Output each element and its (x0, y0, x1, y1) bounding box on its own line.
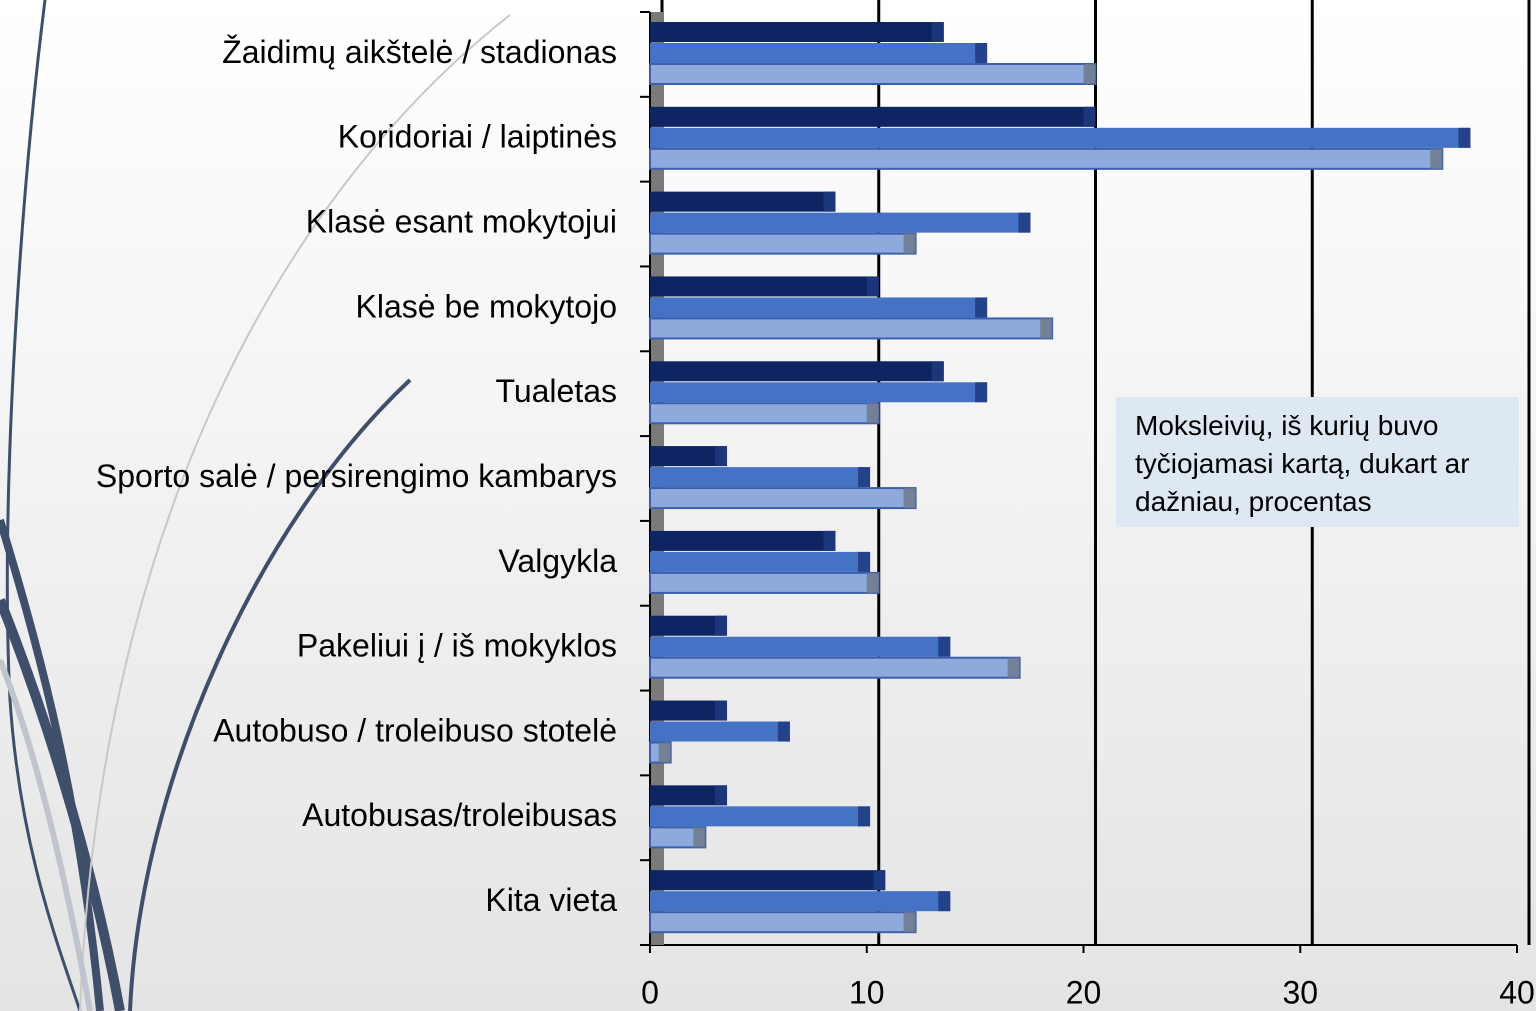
bar-cap (1040, 318, 1053, 339)
bar (650, 467, 871, 488)
y-tick-label: Žaidimų aikštelė / stadionas (222, 34, 617, 70)
bar-cap (1007, 657, 1020, 678)
bar (650, 106, 1096, 127)
bar (649, 656, 1021, 679)
x-tick-label: 0 (641, 974, 659, 1010)
bar-cap (658, 742, 671, 763)
bar (649, 63, 1097, 85)
bar (650, 382, 988, 403)
bar-cap (858, 551, 871, 572)
bar-cap (715, 446, 728, 467)
bar (650, 785, 728, 806)
bar-cap (903, 912, 916, 933)
y-tick-label: Autobusas/troleibusas (302, 797, 617, 833)
bar (650, 22, 944, 42)
y-tick-label: Kita vieta (485, 882, 617, 918)
bar-cap (873, 870, 886, 891)
bar (650, 361, 944, 382)
bar-cap (715, 700, 728, 721)
bar-cap (975, 297, 988, 318)
y-tick-label: Tualetas (495, 373, 617, 409)
bar (650, 891, 951, 912)
y-tick-label: Pakeliui į / iš mokyklos (297, 628, 617, 664)
bar-cap (1083, 64, 1096, 84)
y-tick-label: Klasė esant mokytojui (306, 203, 617, 239)
x-tick-label: 20 (1066, 974, 1102, 1010)
bar (650, 721, 790, 742)
x-tick-label: 40 (1499, 974, 1535, 1010)
bar-cap (777, 721, 790, 742)
x-tick-label: 30 (1282, 974, 1318, 1010)
bar-cap (903, 233, 916, 254)
bar (650, 700, 728, 721)
bar-cap (866, 403, 879, 424)
bar (649, 402, 880, 425)
annotation: Moksleivių, iš kurių buvo tyčiojamasi ka… (1116, 397, 1519, 527)
bar (650, 806, 871, 827)
bar-cap (938, 891, 951, 912)
y-tick-label: Koridoriai / laiptinės (338, 119, 617, 155)
y-tick-label: Valgykla (498, 543, 617, 579)
bar (650, 636, 951, 657)
bar (650, 212, 1031, 233)
y-tick-label: Sporto salė / persirengimo kambarys (96, 458, 617, 494)
bar (649, 487, 917, 510)
bar-cap (975, 382, 988, 403)
bar-cap (823, 191, 836, 212)
bar-cap (1430, 148, 1443, 169)
x-tick-label: 10 (849, 974, 885, 1010)
bar (649, 232, 917, 255)
bar (650, 191, 836, 212)
bar-cap (931, 361, 944, 382)
bar-cap (975, 43, 988, 63)
bar-cap (715, 615, 728, 636)
bar-cap (1458, 127, 1471, 148)
bar (650, 551, 871, 572)
bar (650, 276, 879, 297)
bar (649, 317, 1054, 340)
bar (649, 571, 880, 594)
bar-cap (715, 785, 728, 806)
bar-cap (1018, 212, 1031, 233)
bar-cap (823, 530, 836, 551)
bar (650, 530, 836, 551)
bar (649, 911, 917, 934)
decoration (0, 0, 511, 1011)
bar-cap (866, 276, 879, 297)
bar (650, 297, 988, 318)
bar (650, 615, 728, 636)
bar (650, 43, 988, 63)
bar (650, 870, 886, 891)
bar-cap (858, 467, 871, 488)
y-tick-label: Klasė be mokytojo (356, 288, 617, 324)
y-tick-label: Autobuso / troleibuso stotelė (213, 712, 617, 748)
bar-cap (693, 827, 706, 848)
bar (650, 127, 1471, 148)
bar-cap (1083, 106, 1096, 127)
bar-cap (938, 636, 951, 657)
bar (650, 446, 728, 467)
bar-cap (903, 488, 916, 509)
bar-cap (858, 806, 871, 827)
bar (649, 147, 1444, 170)
bar-cap (866, 572, 879, 593)
bar-cap (931, 22, 944, 42)
